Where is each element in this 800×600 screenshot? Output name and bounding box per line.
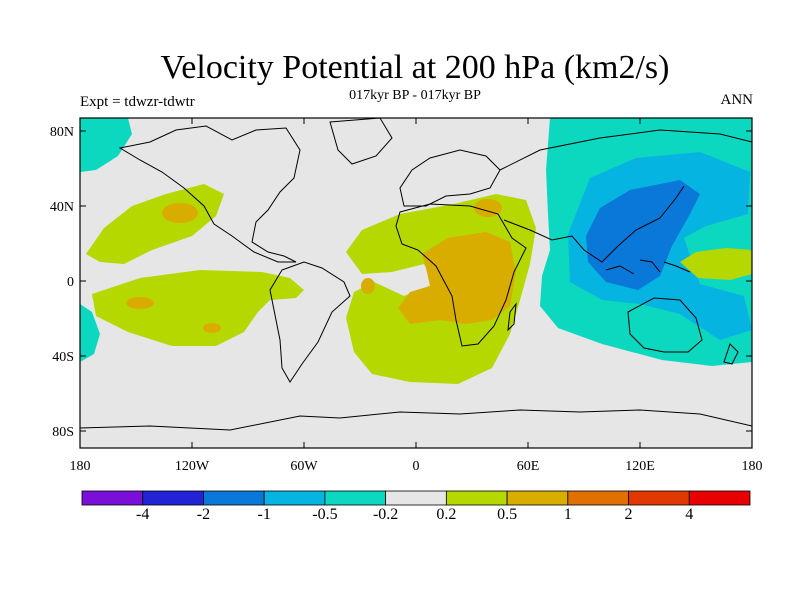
new-zealand-coast (723, 343, 739, 365)
contour-pos-core-2 (126, 297, 154, 309)
lat-tick-label: 80S (52, 425, 74, 440)
contour-pos-core-4 (361, 278, 375, 294)
colorbar-label: -0.5 (312, 506, 338, 523)
contour-pos-core-3 (203, 323, 221, 333)
latitude-axis: 80N 40N 0 40S 80S (50, 125, 752, 440)
colorbar-swatch (445, 490, 508, 506)
coastlines (80, 118, 752, 431)
greenland-coast (329, 118, 393, 165)
colorbar-swatch (385, 490, 447, 506)
lon-tick-label: 120E (625, 459, 655, 474)
antarctica-coast (80, 409, 752, 431)
map-subtitle: 017kyr BP - 017kyr BP (349, 88, 481, 103)
asia-coast (499, 129, 752, 263)
colorbar-label: 0.5 (497, 506, 518, 523)
colorbar-swatch (506, 490, 569, 506)
contour-pos-core-5 (474, 199, 502, 217)
colorbar-swatch (567, 490, 629, 506)
contour-field (80, 118, 752, 448)
colorbar-swatch (263, 490, 326, 506)
south-america-coast (269, 261, 351, 383)
lat-tick-label: 40N (50, 200, 74, 215)
lat-tick-label: 40S (52, 350, 74, 365)
north-america-coast (118, 125, 301, 263)
experiment-label: Expt = tdwzr-tdwtr (80, 94, 195, 110)
colorbar-label: 2 (624, 506, 633, 523)
contour-pos-pacific (86, 184, 224, 264)
africa-coast (395, 203, 527, 347)
colorbar-swatch (203, 490, 265, 506)
colorbar-label: 1 (563, 506, 572, 523)
map-title: Velocity Potential at 200 hPa (km2/s) (160, 49, 670, 86)
contour-pos-core-1 (162, 203, 198, 223)
europe-coast (399, 149, 501, 207)
lat-tick-label: 80N (50, 125, 74, 140)
colorbar-swatch (688, 490, 751, 506)
australia-coast (627, 297, 703, 353)
period-label: ANN (720, 92, 754, 108)
longitude-axis: 180 120W 60W 0 60E 120E 180 (70, 118, 763, 474)
colorbar-label: 4 (685, 506, 694, 523)
colorbar-swatch (324, 490, 387, 506)
colorbar-label: -4 (136, 506, 150, 523)
colorbar (81, 490, 751, 506)
contour-pos-subtropics (92, 270, 304, 346)
lat-tick-label: 0 (67, 275, 74, 290)
colorbar-swatch (628, 490, 690, 506)
colorbar-swatch (142, 490, 204, 506)
colorbar-swatch (81, 490, 144, 506)
colorbar-label: 0.2 (436, 506, 457, 523)
lon-tick-label: 0 (413, 459, 420, 474)
lon-tick-label: 60E (517, 459, 540, 474)
lon-tick-label: 180 (70, 459, 91, 474)
contour-pos-east-pacific (680, 248, 752, 280)
colorbar-label: -2 (196, 506, 211, 523)
contour-neg-northwest (80, 118, 132, 172)
lon-tick-label: 120W (175, 459, 210, 474)
contour-neg-west-edge (80, 304, 100, 362)
maritime-continent-coast (605, 259, 691, 275)
lon-tick-label: 60W (290, 459, 318, 474)
colorbar-label: -0.2 (372, 506, 399, 523)
contour-pos-mid-africa (398, 232, 516, 324)
madagascar-coast (507, 302, 517, 332)
colorbar-label: -1 (257, 506, 271, 523)
contour-neg-strong-east (586, 180, 700, 290)
lon-tick-label: 180 (742, 459, 763, 474)
